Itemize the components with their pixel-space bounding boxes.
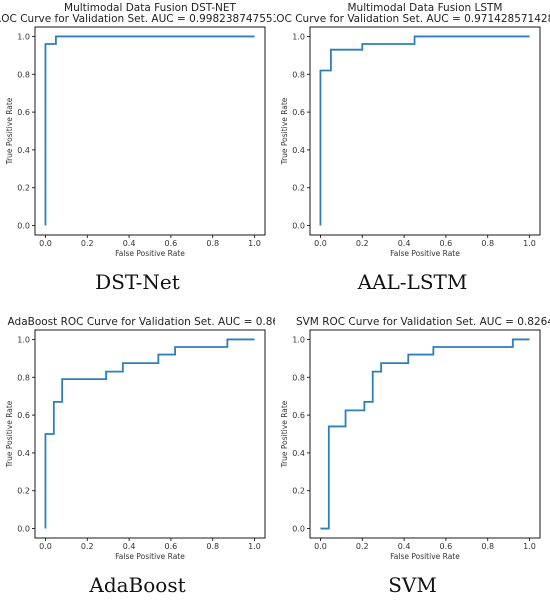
plot-frame [309,26,541,236]
y-tick-label: 0.2 [17,487,30,496]
roc-chart-aal-lstm: Multimodal Data Fusion LSTMROC Curve for… [275,2,550,258]
roc-chart-adaboost: AdaBoost ROC Curve for Validation Set. A… [5,316,275,561]
x-tick-label: 1.0 [523,239,536,248]
chart-title-line: Multimodal Data Fusion DST-NET [64,2,236,14]
chart-title-line: Multimodal Data Fusion LSTM [348,2,503,14]
panel-adaboost: AdaBoost ROC Curve for Validation Set. A… [0,303,275,606]
chart-title-line: ROC Curve for Validation Set. AUC = 0.99… [0,13,275,25]
y-tick-label: 0.4 [292,449,305,458]
y-tick-label: 1.0 [17,32,30,41]
y-axis-label: True Positive Rate [5,400,14,468]
x-axis-label: False Positive Rate [390,249,460,258]
y-tick-label: 0.6 [17,108,30,117]
x-tick-label: 0.2 [356,542,369,551]
y-tick-label: 0.0 [17,525,30,534]
y-axis-label: True Positive Rate [280,400,289,468]
plot-frame [34,26,266,236]
x-tick-label: 0.6 [440,542,453,551]
y-tick-label: 0.2 [17,184,30,193]
x-tick-label: 0.0 [314,239,327,248]
x-tick-label: 0.4 [123,239,136,248]
y-tick-label: 0.2 [292,487,305,496]
x-tick-label: 1.0 [523,542,536,551]
x-tick-label: 0.8 [481,542,494,551]
y-axis-label: True Positive Rate [5,97,14,165]
x-tick-label: 0.8 [206,542,219,551]
roc-curve-line [320,338,530,530]
x-tick-label: 0.4 [398,239,411,248]
x-axis-label: False Positive Rate [115,249,185,258]
y-tick-label: 0.0 [17,222,30,231]
x-axis-label: False Positive Rate [115,552,185,561]
caption-aal-lstm: AAL-LSTM [357,270,468,294]
chart-title-line: AdaBoost ROC Curve for Validation Set. A… [8,316,275,328]
x-tick-label: 0.4 [123,542,136,551]
roc-curve-line [44,338,255,529]
x-tick-label: 0.2 [356,239,369,248]
x-tick-label: 0.2 [81,542,94,551]
roc-chart-svm: SVM ROC Curve for Validation Set. AUC = … [280,316,550,561]
y-tick-label: 0.0 [292,525,305,534]
y-tick-label: 0.4 [292,146,305,155]
plot-frame [309,329,541,539]
x-tick-label: 1.0 [248,239,261,248]
y-tick-label: 0.4 [17,449,30,458]
roc-curve-line [44,35,255,226]
x-axis-label: False Positive Rate [390,552,460,561]
y-tick-label: 0.6 [292,108,305,117]
y-tick-label: 0.8 [17,373,30,382]
panel-dst-net: Multimodal Data Fusion DST-NETROC Curve … [0,0,275,303]
y-tick-label: 0.6 [292,411,305,420]
x-tick-label: 0.2 [81,239,94,248]
y-tick-label: 0.6 [17,411,30,420]
chart-title-line: SVM ROC Curve for Validation Set. AUC = … [296,316,550,328]
x-tick-label: 0.8 [206,239,219,248]
chart-title-line: ROC Curve for Validation Set. AUC = 0.97… [275,13,550,25]
y-tick-label: 0.8 [292,373,305,382]
roc-chart-dst-net: Multimodal Data Fusion DST-NETROC Curve … [0,2,275,258]
x-tick-label: 0.4 [398,542,411,551]
panel-svm: SVM ROC Curve for Validation Set. AUC = … [275,303,550,606]
y-tick-label: 0.8 [292,70,305,79]
y-tick-label: 0.2 [292,184,305,193]
y-tick-label: 0.4 [17,146,30,155]
x-tick-label: 0.6 [165,239,178,248]
x-tick-label: 0.0 [39,542,52,551]
y-tick-label: 1.0 [17,335,30,344]
roc-curve-line [319,35,530,226]
panel-aal-lstm: Multimodal Data Fusion LSTMROC Curve for… [275,0,550,303]
x-tick-label: 0.6 [440,239,453,248]
x-tick-label: 1.0 [248,542,261,551]
y-tick-label: 1.0 [292,32,305,41]
x-tick-label: 0.0 [314,542,327,551]
plot-frame [34,329,266,539]
caption-svm: SVM [388,573,437,597]
y-tick-label: 0.8 [17,70,30,79]
x-tick-label: 0.0 [39,239,52,248]
y-axis-label: True Positive Rate [280,97,289,165]
y-tick-label: 0.0 [292,222,305,231]
x-tick-label: 0.6 [165,542,178,551]
caption-dst-net: DST-Net [95,270,180,294]
caption-adaboost: AdaBoost [89,573,186,597]
x-tick-label: 0.8 [481,239,494,248]
y-tick-label: 1.0 [292,335,305,344]
